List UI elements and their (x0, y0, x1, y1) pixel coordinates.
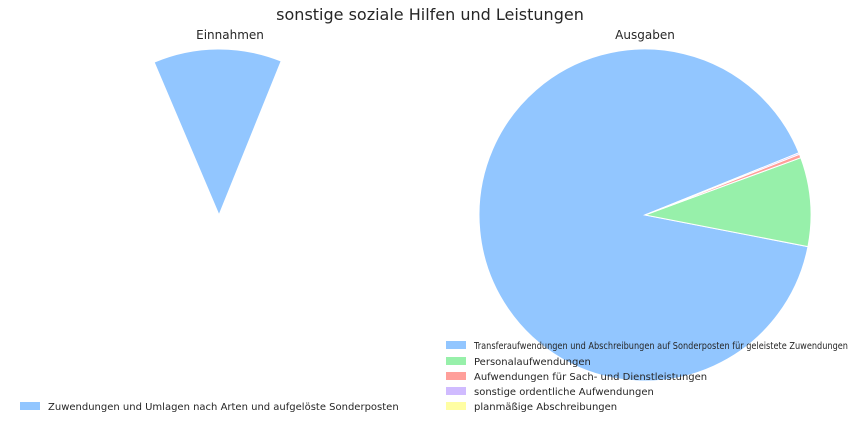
legend-label-ausgaben-3: sonstige ordentliche Aufwendungen (474, 387, 654, 398)
pie-slice-einnahmen-0 (153, 48, 282, 217)
pie-wedges-ausgaben (478, 48, 812, 382)
pie-slice-ausgaben-0 (478, 48, 809, 382)
legend-swatch-ausgaben-4 (446, 402, 466, 410)
pie-title-einnahmen: Einnahmen (196, 28, 264, 42)
legend-einnahmen: Zuwendungen und Umlagen nach Arten und a… (20, 402, 399, 413)
legend-label-ausgaben-4: planmäßige Abschreibungen (474, 402, 617, 413)
legend-swatch-einnahmen-0 (20, 402, 40, 410)
legend-swatch-ausgaben-0 (446, 341, 466, 349)
pie-chart-einnahmen: Einnahmen (153, 28, 282, 217)
pie-title-ausgaben: Ausgaben (615, 28, 675, 42)
pie-slice-ausgaben-3 (644, 152, 801, 216)
legend-ausgaben: Transferaufwendungen und Abschreibungen … (446, 341, 848, 413)
legend-label-einnahmen-0: Zuwendungen und Umlagen nach Arten und a… (48, 402, 399, 413)
pie-wedges-einnahmen (153, 48, 282, 217)
legend-swatch-ausgaben-1 (446, 357, 466, 365)
legend-label-ausgaben-1: Personalaufwendungen (474, 357, 591, 368)
legend-label-ausgaben-2: Aufwendungen für Sach- und Dienstleistun… (474, 372, 707, 383)
pie-slice-ausgaben-1 (643, 157, 812, 248)
pie-chart-ausgaben: Ausgaben (478, 28, 812, 382)
legend-label-ausgaben-0: Transferaufwendungen und Abschreibungen … (473, 341, 848, 352)
legend-swatch-ausgaben-3 (446, 387, 466, 395)
legend-swatch-ausgaben-2 (446, 372, 466, 380)
figure-title: sonstige soziale Hilfen und Leistungen (276, 5, 584, 24)
